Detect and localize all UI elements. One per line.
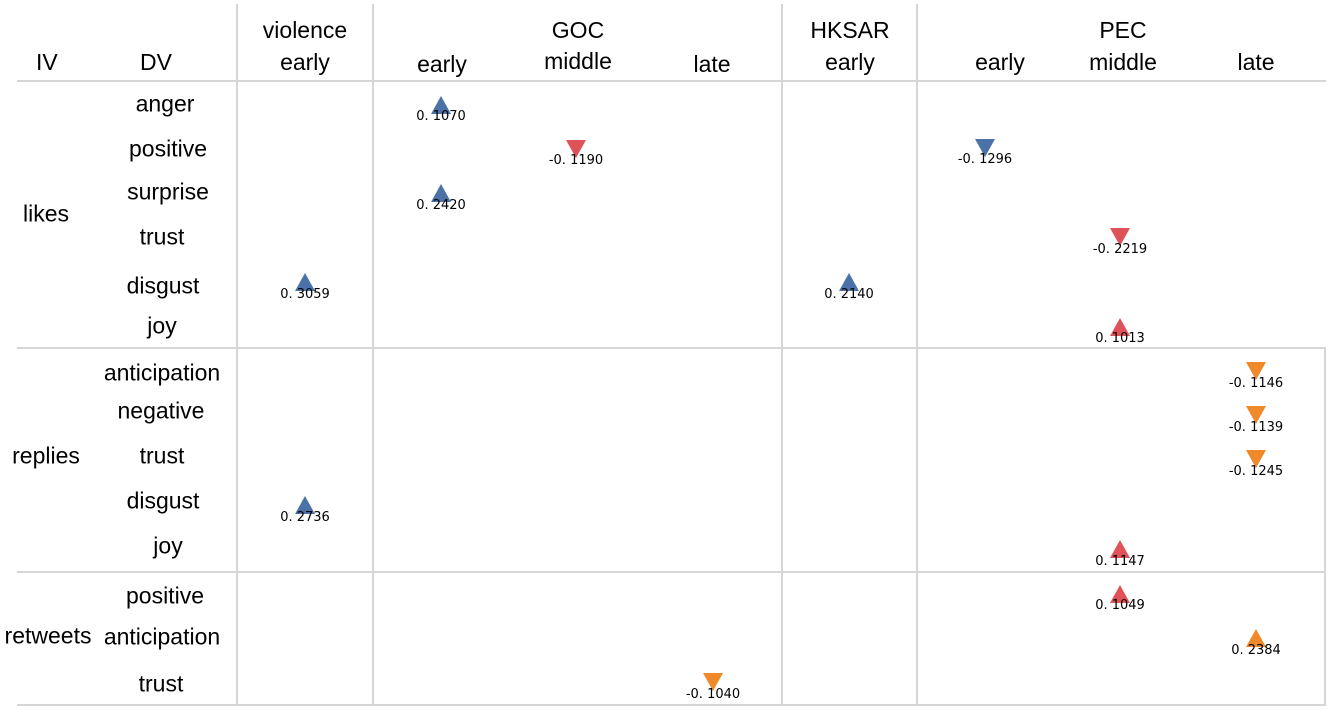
triangle-down-icon <box>1110 228 1130 246</box>
dv-likes-surprise: surprise <box>127 178 209 205</box>
triangle-up-icon <box>295 496 315 514</box>
divider-violence <box>236 4 238 706</box>
dv-replies-negative: negative <box>117 397 205 424</box>
triangle-up-icon <box>431 184 451 202</box>
triangle-up-icon <box>1110 540 1130 558</box>
value-label: 0. 2140 <box>824 287 874 302</box>
value-label: 0. 2420 <box>416 198 466 213</box>
value-label: 0. 2384 <box>1231 643 1281 658</box>
header-divider <box>17 80 1326 82</box>
header-goc-late: late <box>693 51 731 77</box>
triangle-up-icon <box>1110 318 1130 336</box>
replies-retweets-divider <box>17 571 1326 573</box>
value-label: 0. 2736 <box>280 510 330 525</box>
triangle-up-icon <box>431 96 451 114</box>
dv-likes-anger: anger <box>135 90 195 117</box>
header-goc-middle: middle <box>544 48 612 74</box>
value-label: -0. 1146 <box>1228 376 1284 391</box>
header-violence: violence <box>262 17 348 43</box>
header-pec-middle: middle <box>1089 49 1157 75</box>
dv-replies-trust: trust <box>139 442 185 469</box>
triangle-down-icon <box>1246 406 1266 424</box>
triangle-down-icon <box>566 140 586 158</box>
value-label: 0. 1147 <box>1095 554 1145 569</box>
triangle-up-icon <box>1110 585 1130 603</box>
triangle-down-icon <box>703 673 723 691</box>
triangle-down-icon <box>1246 450 1266 468</box>
dv-likes-trust: trust <box>139 223 185 250</box>
value-label: -0. 1190 <box>548 153 604 168</box>
header-iv: IV <box>36 49 58 75</box>
triangle-up-icon <box>1246 629 1266 647</box>
header-goc-early: early <box>417 51 467 77</box>
triangle-down-icon <box>975 139 995 157</box>
divider-goc <box>372 4 374 706</box>
value-label: 0. 1070 <box>416 109 466 124</box>
header-pec-early: early <box>975 49 1025 75</box>
bottom-border <box>17 704 1326 706</box>
triangle-up-icon <box>839 273 859 291</box>
header-hksar-early: early <box>825 49 875 75</box>
header-pec-late: late <box>1237 49 1275 75</box>
header-goc: GOC <box>551 17 605 43</box>
iv-replies: replies <box>12 442 80 469</box>
triangle-up-icon <box>295 273 315 291</box>
divider-right <box>1324 348 1326 706</box>
value-label: -0. 1296 <box>957 152 1013 167</box>
value-label: 0. 1013 <box>1095 331 1145 346</box>
iv-retweets: retweets <box>4 622 92 649</box>
divider-pec <box>916 4 918 706</box>
header-violence-early: early <box>280 49 330 75</box>
value-label: -0. 1040 <box>685 687 741 702</box>
dv-replies-anticipation: anticipation <box>103 359 221 386</box>
value-label: 0. 1049 <box>1095 598 1145 613</box>
dv-likes-disgust: disgust <box>126 272 200 299</box>
triangle-down-icon <box>1246 362 1266 380</box>
divider-hksar <box>781 4 783 706</box>
dv-retweets-anticipation: anticipation <box>103 623 221 650</box>
dv-likes-joy: joy <box>147 312 177 339</box>
header-hksar: HKSAR <box>810 17 890 43</box>
dv-replies-disgust: disgust <box>126 487 200 514</box>
header-dv: DV <box>140 49 172 75</box>
value-label: 0. 3059 <box>280 287 330 302</box>
iv-likes: likes <box>22 200 70 227</box>
value-label: -0. 1139 <box>1228 420 1284 435</box>
header-pec: PEC <box>1099 17 1147 43</box>
value-label: -0. 2219 <box>1092 242 1148 257</box>
dv-retweets-trust: trust <box>138 670 184 697</box>
dv-likes-positive: positive <box>129 135 207 162</box>
value-label: -0. 1245 <box>1228 464 1284 479</box>
likes-replies-divider <box>17 347 1326 349</box>
dv-replies-joy: joy <box>153 532 183 559</box>
dv-retweets-positive: positive <box>126 582 204 609</box>
